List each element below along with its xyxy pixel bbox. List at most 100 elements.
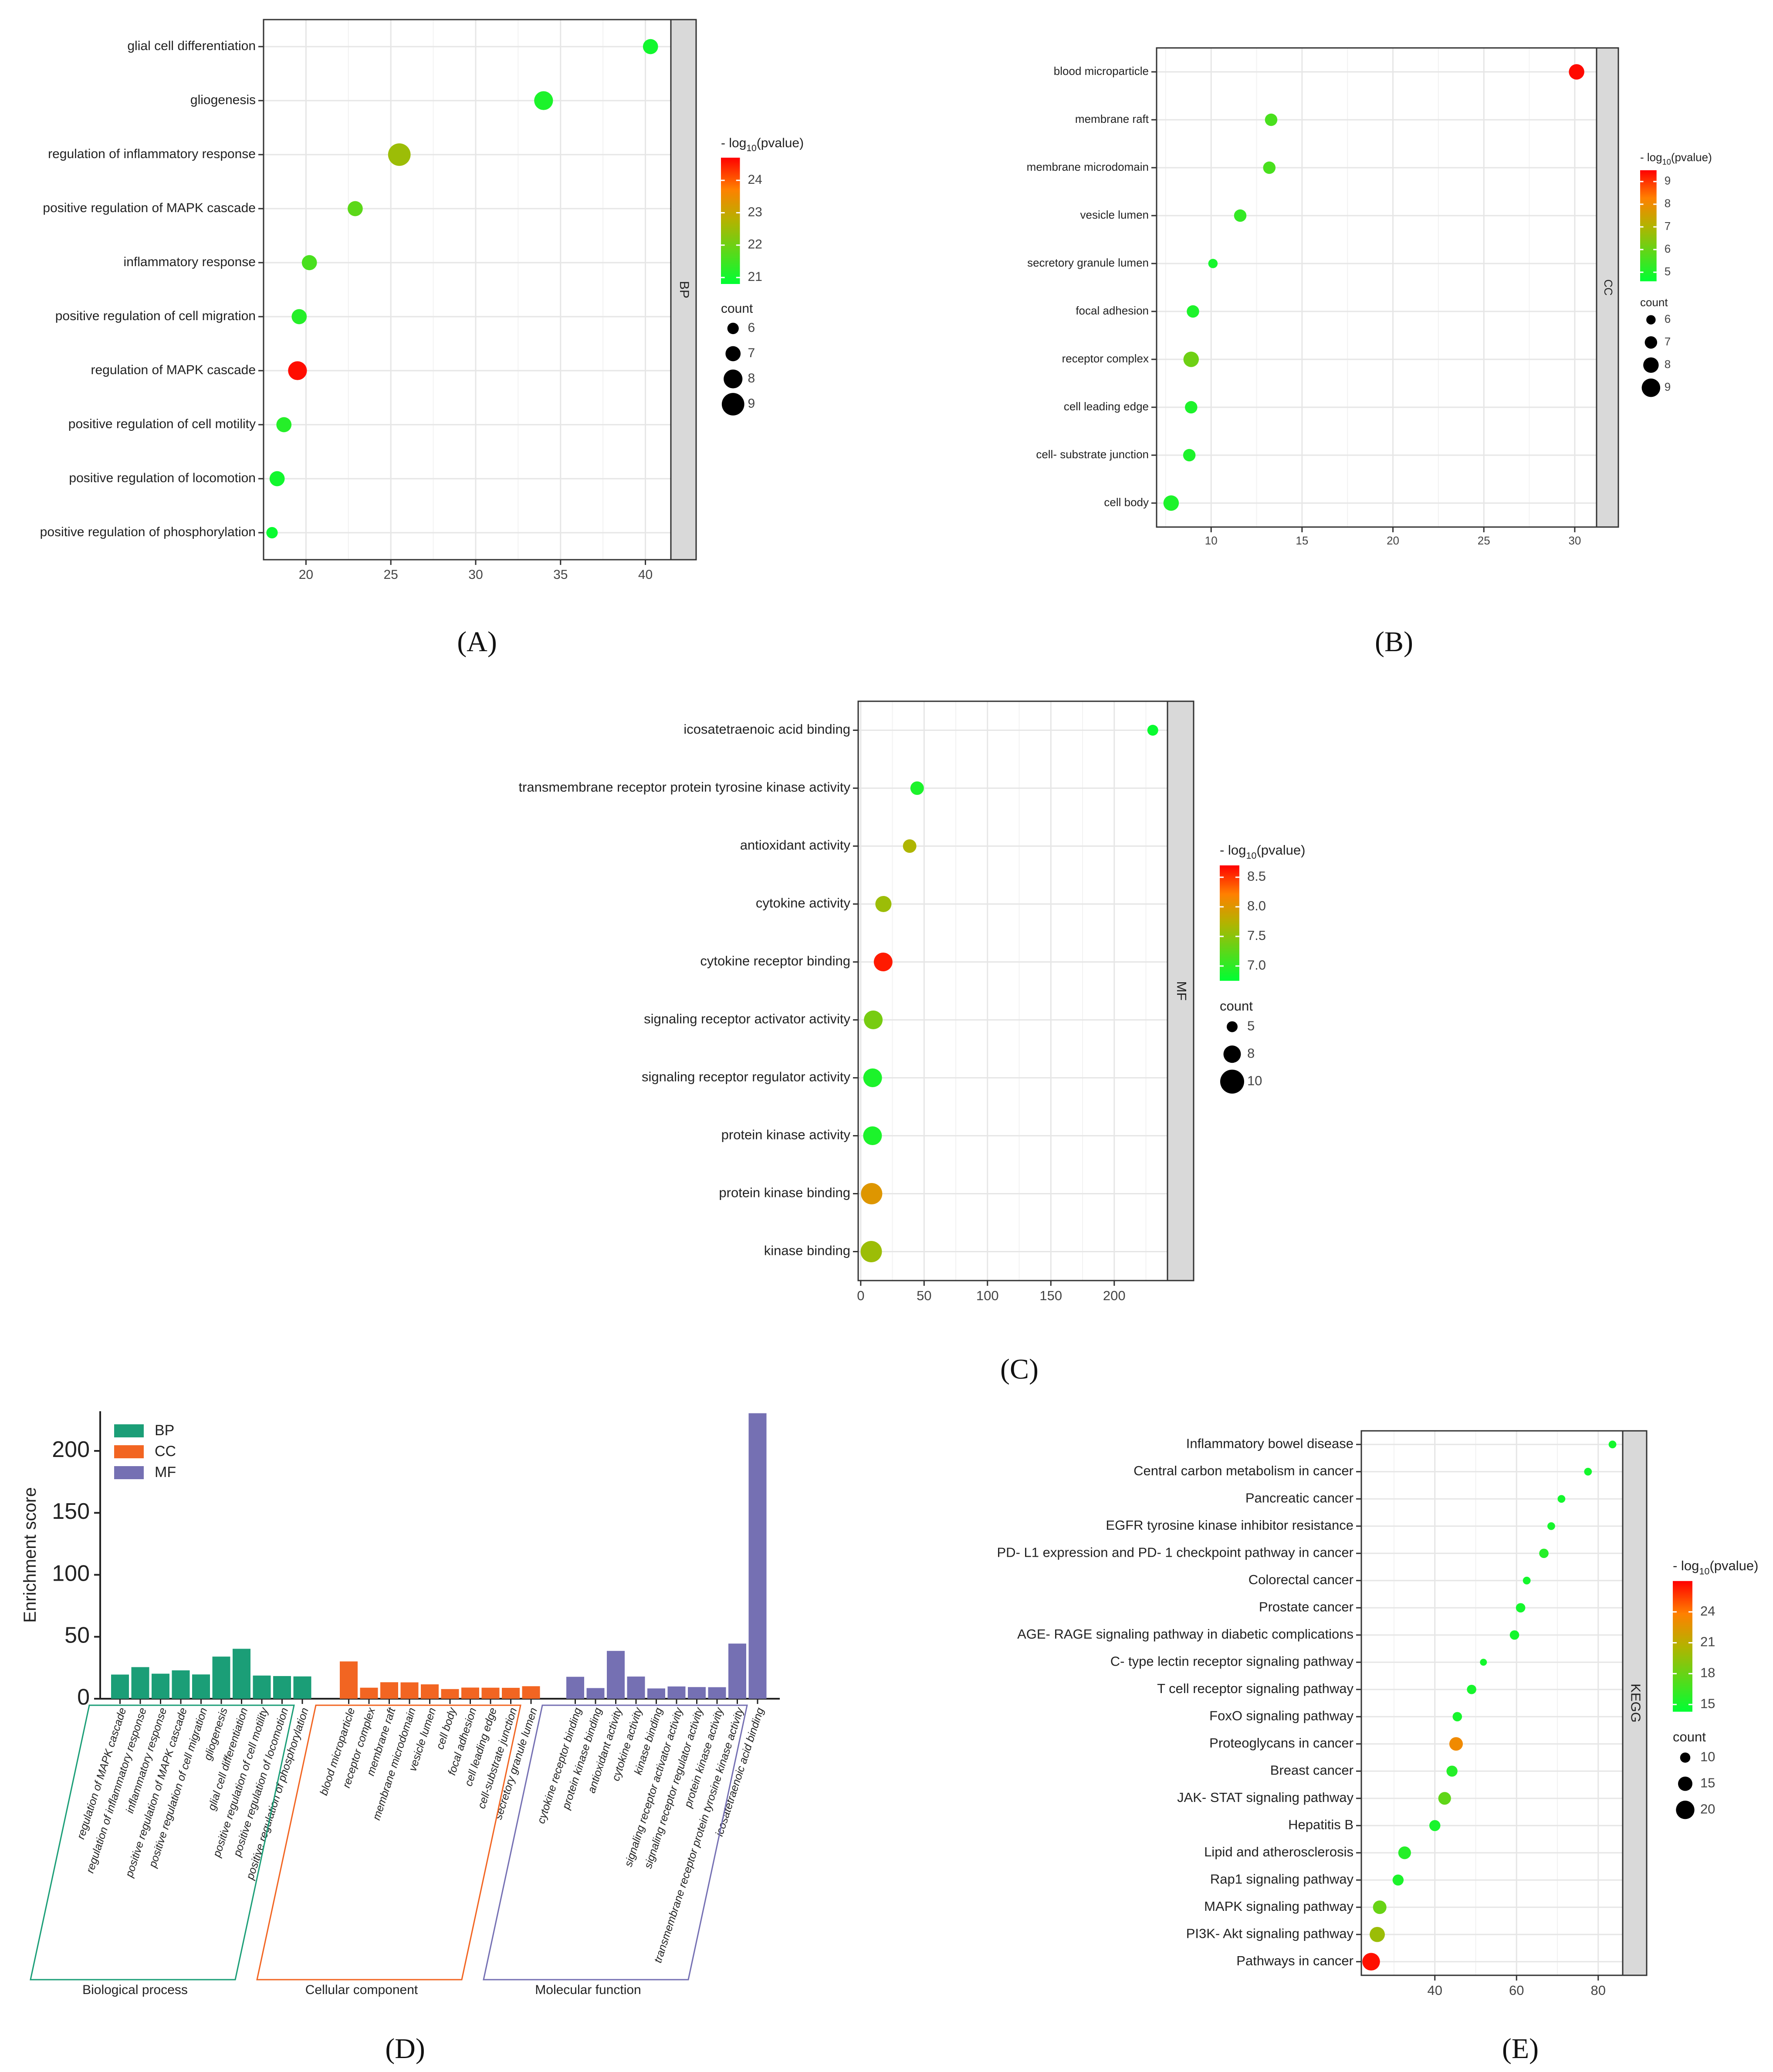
size-legend-label: 10	[1700, 1749, 1715, 1764]
y-tick-label: secretory granule lumen	[1027, 256, 1149, 269]
color-legend-label: 5	[1665, 265, 1671, 278]
data-point	[301, 255, 317, 270]
y-tick-label: Lipid and atherosclerosis	[1204, 1844, 1353, 1859]
bar	[708, 1687, 726, 1699]
data-point	[1163, 495, 1179, 511]
bar	[380, 1682, 398, 1699]
data-point	[903, 839, 917, 853]
facet-strip-label: MF	[1174, 981, 1189, 1001]
panel-a-bp-dotplot: BP glial cell differentiation gliogenesis r…	[40, 19, 804, 582]
size-legend-label: 8	[748, 371, 755, 385]
data-point	[1467, 1684, 1476, 1694]
bar	[152, 1673, 169, 1699]
y-tick-label: gliogenesis	[190, 93, 256, 107]
bar	[192, 1674, 210, 1699]
panel-label-b: (B)	[1375, 626, 1413, 658]
bar	[502, 1687, 520, 1699]
color-legend-label: 7.0	[1247, 957, 1266, 973]
x-tick-label: 20	[1387, 534, 1399, 547]
x-tick-label: 10	[1205, 534, 1218, 547]
data-point	[1438, 1792, 1451, 1805]
size-legend-point	[1226, 1021, 1238, 1032]
bar	[441, 1689, 459, 1699]
bar	[111, 1674, 129, 1699]
bar	[647, 1688, 665, 1699]
y-tick-label: membrane microdomain	[1027, 160, 1149, 173]
panel-label-c: (C)	[1000, 1353, 1039, 1385]
data-point	[1147, 725, 1158, 736]
y-tick-label: 150	[52, 1499, 90, 1524]
size-legend-point	[1678, 1776, 1692, 1791]
facet-strip	[1622, 1430, 1648, 1976]
legend-swatch	[114, 1466, 144, 1479]
data-point	[1608, 1440, 1617, 1449]
data-point	[1516, 1603, 1526, 1613]
data-point	[1263, 161, 1276, 174]
bar	[667, 1686, 686, 1699]
size-legend-point	[724, 369, 743, 389]
y-tick-label: Breast cancer	[1270, 1762, 1353, 1778]
color-legend-label: 21	[1700, 1634, 1715, 1649]
y-tick-label: C- type lectin receptor signaling pathwa…	[1110, 1653, 1354, 1669]
data-point	[860, 1241, 882, 1262]
size-legend-label: 5	[1247, 1018, 1255, 1033]
y-tick-label: membrane raft	[1075, 112, 1149, 125]
panel-label-e: (E)	[1502, 2033, 1539, 2065]
size-legend-point	[1646, 315, 1656, 324]
data-point	[1569, 64, 1584, 80]
data-point	[1370, 1927, 1385, 1942]
y-tick-label: cell- substrate junction	[1036, 448, 1149, 461]
data-point	[864, 1011, 883, 1029]
group-bracket	[30, 1704, 295, 1981]
y-tick-label: Rap1 signaling pathway	[1210, 1871, 1354, 1886]
group-label: Biological process	[82, 1983, 188, 1997]
color-legend-label: 8	[1665, 197, 1671, 210]
size-legend-point	[1643, 357, 1659, 373]
y-tick-label: AGE- RAGE signaling pathway in diabetic …	[1017, 1626, 1353, 1642]
color-legend-label: 24	[1700, 1603, 1715, 1619]
color-legend-bar	[1640, 170, 1657, 281]
x-tick-label: 20	[299, 568, 313, 582]
data-point	[1183, 352, 1199, 367]
x-tick-label: 35	[553, 568, 568, 582]
size-legend-title: count	[1673, 1729, 1706, 1744]
y-tick-label: cytokine receptor binding	[700, 953, 850, 969]
size-legend-label: 9	[1665, 380, 1671, 393]
y-tick-label: Colorectal cancer	[1249, 1572, 1353, 1587]
y-tick-label: positive regulation of phosphorylation	[40, 525, 256, 539]
color-legend-label: 24	[748, 172, 762, 187]
y-tick-label: Pancreatic cancer	[1245, 1490, 1353, 1505]
color-legend-bar	[1220, 865, 1239, 981]
x-tick-label: 40	[1428, 1983, 1442, 1998]
color-legend-label: 21	[748, 270, 762, 284]
facet-strip-label: CC	[1602, 279, 1615, 296]
y-tick-label: signaling receptor activator activity	[644, 1011, 850, 1027]
size-legend-label: 20	[1700, 1801, 1715, 1816]
x-tick-label: 25	[384, 568, 398, 582]
data-point	[388, 143, 411, 166]
x-tick-label: 0	[857, 1288, 864, 1303]
facet-strip	[1596, 47, 1619, 528]
x-tick-label: 30	[1568, 534, 1581, 547]
panel-c-mf-dotplot: MF icosatetraenoic acid binding transmembr…	[518, 700, 1305, 1303]
size-legend-label: 7	[1665, 335, 1671, 348]
x-tick-label: 25	[1478, 534, 1490, 547]
x-tick-label: 40	[638, 568, 653, 582]
legend-label: BP	[155, 1422, 174, 1439]
size-legend-title: count	[1220, 998, 1253, 1014]
color-legend-label: 6	[1665, 242, 1671, 255]
size-legend-label: 6	[748, 321, 755, 335]
size-legend-title: count	[721, 301, 753, 316]
data-point	[1265, 113, 1278, 126]
y-tick-label: regulation of MAPK cascade	[91, 363, 256, 377]
bar	[627, 1677, 645, 1699]
y-tick-label: positive regulation of locomotion	[69, 471, 256, 485]
y-tick-label: T cell receptor signaling pathway	[1157, 1681, 1353, 1696]
y-tick-label: regulation of inflammatory response	[48, 147, 256, 161]
y-tick-label: vesicle lumen	[1080, 208, 1149, 221]
x-tick-label: 60	[1509, 1983, 1524, 1998]
color-legend-label: 23	[748, 205, 762, 219]
data-point	[291, 309, 307, 324]
